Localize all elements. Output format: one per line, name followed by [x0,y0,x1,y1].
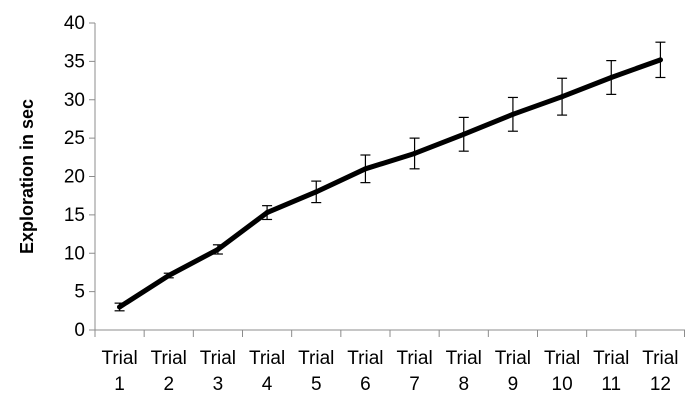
data-point [608,74,614,80]
y-axis-label: Exploration in sec [17,99,37,254]
x-tick-label-top: Trial [544,348,580,369]
x-axis: Trial 1 Trial 2 Trial 3 Trial 4 Trial 5 Trial 6 Tria… [94,329,685,395]
x-tick-label-bottom: 9 [508,374,519,395]
x-tick-label-bottom: 2 [163,374,174,395]
y-tick-label: 30 [64,90,85,111]
data-point [313,189,319,195]
x-tick-label-bottom: 4 [262,374,273,395]
data-point [461,131,467,137]
x-tick-label-top: Trial [642,348,678,369]
y-tick-label: 0 [74,320,85,341]
data-point [264,210,270,216]
data-point [559,94,565,100]
x-tick-label-top: Trial [101,348,137,369]
y-tick-label: 15 [64,205,85,226]
x-tick-label-top: Trial [396,348,432,369]
y-axis: 0 5 10 15 20 25 30 35 40 [64,13,96,341]
x-tick-label-bottom: 6 [360,374,371,395]
x-tick-label-bottom: 8 [458,374,469,395]
x-tick-label-top: Trial [593,348,629,369]
x-tick-label-top: Trial [298,348,334,369]
x-tick-label-bottom: 5 [311,374,322,395]
x-tick-label-bottom: 12 [650,374,671,395]
y-tick-label: 10 [64,243,85,264]
x-tick-label-bottom: 7 [409,374,420,395]
x-tick-label-top: Trial [446,348,482,369]
data-point [362,166,368,172]
x-tick-label-bottom: 11 [601,374,621,395]
y-tick-label: 20 [64,167,85,188]
y-tick-label: 35 [64,51,85,72]
data-point [657,57,663,63]
data-point [510,111,516,117]
x-tick-label-top: Trial [495,348,531,369]
x-tick-label-top: Trial [249,348,285,369]
x-tick-label-bottom: 1 [114,374,125,395]
series-layer [117,57,663,310]
error-bars [114,41,666,312]
series-line [117,57,663,310]
data-point [412,150,418,156]
data-point [166,273,172,279]
x-tick-label-bottom: 3 [213,374,224,395]
x-tick-label-top: Trial [347,348,383,369]
data-point [117,304,123,310]
x-tick-label-top: Trial [200,348,236,369]
y-tick-label: 40 [64,13,85,34]
x-tick-label-top: Trial [151,348,187,369]
y-tick-label: 5 [74,282,85,303]
data-point [215,246,221,252]
y-tick-label: 25 [64,128,85,149]
x-tick-label-bottom: 10 [552,374,573,395]
